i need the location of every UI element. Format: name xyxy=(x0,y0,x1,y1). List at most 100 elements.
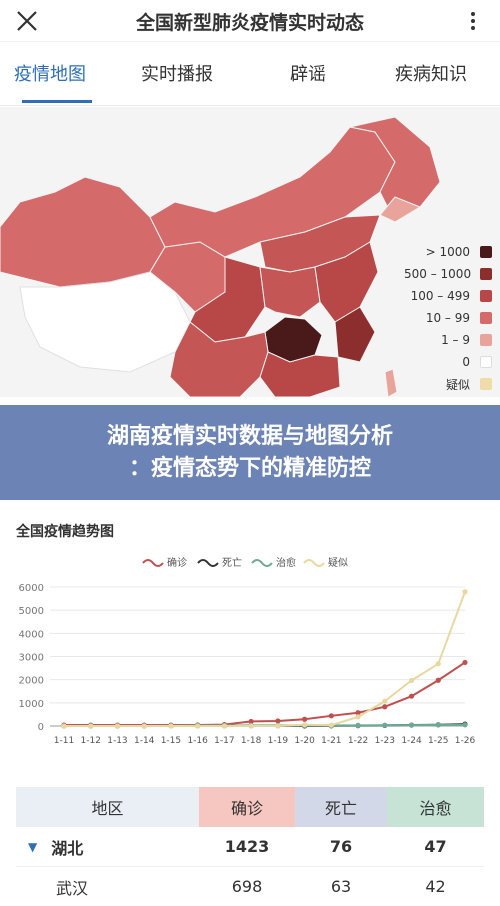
data-point xyxy=(408,693,415,699)
map-region xyxy=(259,266,321,318)
trend-chart-title: 全国疫情趋势图 xyxy=(16,524,114,540)
data-point xyxy=(114,723,121,729)
trend-chart: 0 1000 2000 3000 4000 5000 6000 1-11 1-12 1-13 1-1… xyxy=(19,556,476,746)
header-deaths: 死亡 xyxy=(295,787,387,827)
data-point xyxy=(435,722,441,728)
legend-item: > 1000 xyxy=(404,241,492,263)
y-tick-label: 3000 xyxy=(19,653,44,664)
map-legend: > 1000 500 – 1000 100 – 499 10 – 99 1 – 9 0 疑似 xyxy=(404,241,492,395)
x-tick-label: 1-14 xyxy=(134,736,155,746)
region-cell: ▼ 湖北 xyxy=(16,827,199,866)
data-point xyxy=(248,718,254,725)
x-tick-label: 1-22 xyxy=(348,736,368,746)
expand-triangle-icon[interactable]: ▼ xyxy=(28,839,38,854)
y-tick-label: 1000 xyxy=(19,699,44,710)
x-tick-label: 1-13 xyxy=(107,736,127,746)
data-point xyxy=(382,698,388,704)
x-tick-label: 1-16 xyxy=(187,736,208,746)
x-tick-label: 1-19 xyxy=(268,736,289,746)
x-tick-label: 1-25 xyxy=(428,736,448,746)
legend-line-icon xyxy=(303,559,325,567)
x-tick-label: 1-12 xyxy=(81,736,101,746)
headline-line-1: 湖南疫情实时数据与地图分析 xyxy=(106,423,393,449)
data-point xyxy=(355,710,361,716)
legend-swatch xyxy=(480,334,492,346)
series-line xyxy=(64,591,466,727)
tab-live-updates[interactable]: 实时播报 xyxy=(141,64,213,85)
tab-bar: 疫情地图 实时播报 辟谣 疾病知识 xyxy=(0,42,500,106)
legend-label: 100 – 499 xyxy=(410,289,470,303)
cured-cell: 42 xyxy=(425,877,446,896)
china-map xyxy=(0,116,441,397)
data-point xyxy=(355,714,361,720)
data-point xyxy=(382,704,388,710)
data-point xyxy=(435,677,441,683)
data-point xyxy=(221,723,227,729)
cured-cell: 47 xyxy=(424,837,447,856)
table-row[interactable]: ▼ 湖北 1423 76 47 xyxy=(16,827,484,867)
trend-chart-panel: 0 1000 2000 3000 4000 5000 6000 1-11 1-12 1-13 1-1… xyxy=(0,505,500,750)
y-tick-label: 0 xyxy=(38,722,44,733)
tab-epidemic-map[interactable]: 疫情地图 xyxy=(14,64,86,85)
deaths-cell: 76 xyxy=(329,837,353,856)
data-point xyxy=(382,722,388,728)
region-cell: 武汉 xyxy=(16,867,199,906)
chart-legend-label: 治愈 xyxy=(276,556,296,569)
region-table: 地区 确诊 死亡 治愈 ▼ 湖北 1423 76 47 武汉 698 63 42 xyxy=(16,787,484,906)
data-point xyxy=(328,722,334,728)
dot-icon xyxy=(471,12,475,16)
legend-swatch xyxy=(480,268,492,280)
map-region xyxy=(379,196,422,223)
data-point xyxy=(302,716,308,722)
close-button[interactable] xyxy=(12,6,42,36)
legend-label: 1 – 9 xyxy=(441,333,470,347)
map-region xyxy=(0,176,166,288)
x-tick-label: 1-20 xyxy=(294,736,315,746)
x-tick-label: 1-24 xyxy=(401,736,422,746)
epidemic-map[interactable]: > 1000 500 – 1000 100 – 499 10 – 99 1 – 9 0 疑似 xyxy=(0,107,500,397)
legend-line-icon xyxy=(251,559,273,567)
legend-item: 500 – 1000 xyxy=(404,263,492,285)
x-tick-label: 1-18 xyxy=(241,736,262,746)
data-point xyxy=(408,722,415,728)
data-point xyxy=(328,713,334,719)
map-region xyxy=(19,271,191,373)
header-region: 地区 xyxy=(16,787,199,827)
table-header: 地区 确诊 死亡 治愈 xyxy=(16,787,484,827)
data-point xyxy=(61,723,67,729)
legend-swatch xyxy=(480,312,492,324)
x-tick-label: 1-17 xyxy=(214,736,234,746)
legend-line-icon xyxy=(197,559,219,567)
chart-legend-label: 疑似 xyxy=(328,557,348,569)
data-point xyxy=(462,722,468,728)
data-point xyxy=(88,723,94,729)
x-tick-label: 1-21 xyxy=(321,736,341,746)
series-line xyxy=(64,661,466,727)
y-tick-label: 4000 xyxy=(19,629,44,640)
x-tick-label: 1-11 xyxy=(54,736,74,746)
legend-label: 500 – 1000 xyxy=(404,267,472,281)
x-tick-label: 1-15 xyxy=(161,736,181,746)
confirmed-cell: 1423 xyxy=(224,837,270,856)
chart-legend-label: 确诊 xyxy=(167,556,187,569)
data-point xyxy=(248,723,254,729)
region-name: 湖北 xyxy=(51,838,84,858)
legend-label: 0 xyxy=(462,355,470,369)
tab-disease-knowledge[interactable]: 疾病知识 xyxy=(395,64,467,85)
legend-label: > 1000 xyxy=(425,245,470,259)
legend-swatch xyxy=(480,378,492,390)
deaths-cell: 63 xyxy=(330,877,352,896)
tab-rumors[interactable]: 辟谣 xyxy=(290,64,326,85)
top-bar: 全国新型肺炎疫情实时动态 xyxy=(0,0,500,42)
header-confirmed: 确诊 xyxy=(199,787,295,827)
y-tick-label: 6000 xyxy=(19,583,44,594)
x-tick-label: 1-26 xyxy=(455,736,476,746)
data-point xyxy=(302,722,308,728)
headline-line-2: ：疫情态势下的精准防控 xyxy=(128,455,371,481)
more-menu-button[interactable] xyxy=(458,6,488,36)
table-row[interactable]: 武汉 698 63 42 xyxy=(16,867,484,906)
legend-label: 疑似 xyxy=(445,377,470,392)
dot-icon xyxy=(471,26,475,30)
map-region xyxy=(334,306,376,363)
page-title: 全国新型肺炎疫情实时动态 xyxy=(135,12,364,34)
